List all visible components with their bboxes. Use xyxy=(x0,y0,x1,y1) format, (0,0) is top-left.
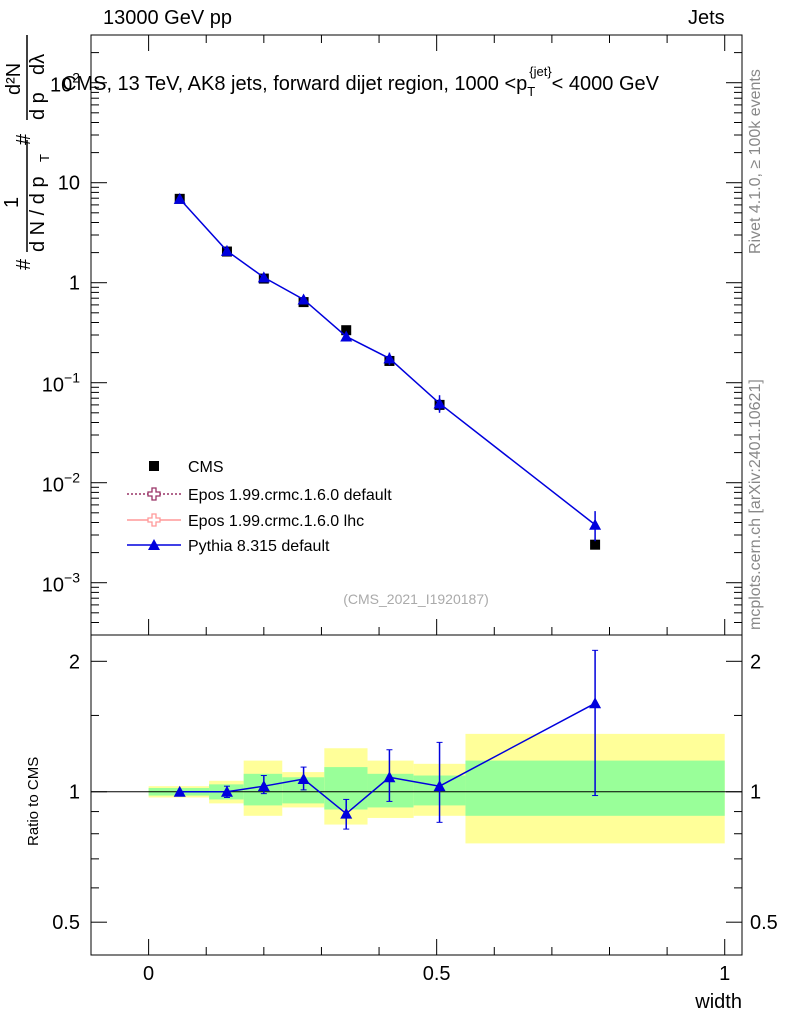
ratio-pythia-point xyxy=(173,785,186,797)
legend-label: Epos 1.99.crmc.1.6.0 lhc xyxy=(188,513,364,530)
y-tick-label: 1 xyxy=(69,273,80,295)
ratio-y-tick-label: 0.5 xyxy=(52,912,80,934)
y-tick-label: 10−2 xyxy=(42,470,80,497)
ratio-y-tick-label-right: 1 xyxy=(750,782,761,804)
title-part-a: CMS, 13 TeV, AK8 jets, forward dijet reg… xyxy=(62,73,527,95)
pythia-point xyxy=(383,352,396,364)
legend-label: Pythia 8.315 default xyxy=(188,538,330,555)
ratio-pythia-point xyxy=(257,780,270,792)
ylabel-hash1: # xyxy=(13,258,35,270)
y-tick-base: 10 xyxy=(42,575,64,597)
cms-point xyxy=(590,539,601,550)
ratio-pythia-point xyxy=(297,773,310,785)
ratio-frame xyxy=(90,634,743,956)
y-tick-label: 102 xyxy=(50,70,80,97)
legend-marker-epos xyxy=(147,487,161,501)
pythia-point xyxy=(220,244,233,256)
ratio-ylabel: Ratio to CMS xyxy=(25,757,42,846)
header-left: 13000 GeV pp xyxy=(103,7,232,29)
y-tick-label: 10 xyxy=(58,173,80,195)
x-axis-label: width xyxy=(694,991,742,1013)
ylabel-sub-T: T xyxy=(37,154,52,162)
title-part-b: < 4000 GeV xyxy=(552,73,660,95)
x-tick-label: 1 xyxy=(719,963,730,985)
y-tick-base: 10 xyxy=(42,375,64,397)
legend-label: CMS xyxy=(188,459,224,476)
legend-label: Epos 1.99.crmc.1.6.0 default xyxy=(188,487,392,504)
pythia-point xyxy=(297,293,310,305)
ratio-bands xyxy=(91,733,742,844)
title-sup: {jet} xyxy=(529,64,552,79)
pythia-point xyxy=(589,518,602,530)
pythia-point xyxy=(340,330,353,342)
y-tick-exp: −2 xyxy=(64,470,80,486)
ratio-pythia-point xyxy=(383,771,396,783)
ylabel-d2N: d²N xyxy=(3,63,25,95)
ratio-ticks: 0.5 0.5 1 1 2 2 0 0.5 1 xyxy=(52,651,778,985)
ylabel-dpT: d p xyxy=(27,92,49,120)
ratio-y-tick-label-right: 2 xyxy=(750,651,761,673)
ratio-y-tick-label-right: 0.5 xyxy=(750,912,778,934)
y-tick-base: 10 xyxy=(50,75,72,97)
ylabel-dlambda: dλ xyxy=(27,54,49,75)
ylabel-hash2: # xyxy=(13,133,35,145)
ratio-pythia-point xyxy=(433,780,446,792)
y-tick-label: 10−3 xyxy=(42,570,80,597)
pythia-point xyxy=(173,192,186,204)
watermark: (CMS_2021_I1920187) xyxy=(343,591,489,607)
y-tick-base: 10 xyxy=(42,475,64,497)
ratio-panel: 0.5 0.5 1 1 2 2 0 0.5 1 xyxy=(52,634,778,985)
cms-point xyxy=(341,325,352,336)
legend-marker-pythia xyxy=(148,539,160,550)
pythia-point xyxy=(257,271,270,283)
y-tick-exp: 2 xyxy=(72,70,80,86)
ylabel-one: 1 xyxy=(1,197,23,208)
title-sub: T xyxy=(527,84,535,99)
legend-marker-epos xyxy=(147,513,161,527)
header-right: Jets xyxy=(688,7,725,29)
x-tick-label: 0 xyxy=(143,963,154,985)
ylabel-dN: d N / d p xyxy=(27,176,49,252)
y-tick-exp: −3 xyxy=(64,570,80,586)
main-ylabel: # 1 d N / d p T # d²N d p dλ xyxy=(1,35,52,270)
ratio-y-tick-label: 1 xyxy=(69,782,80,804)
main-marks xyxy=(173,192,602,550)
ratio-marks xyxy=(173,649,602,830)
y-tick-exp: −1 xyxy=(64,370,80,386)
ratio-pythia-line xyxy=(179,702,596,815)
plot-title: CMS, 13 TeV, AK8 jets, forward dijet reg… xyxy=(62,64,660,99)
pythia-line xyxy=(179,198,596,526)
legend-marker-cms xyxy=(149,461,159,471)
ratio-pythia-point xyxy=(220,785,233,797)
ratio-pythia-point xyxy=(340,807,353,819)
ratio-y-tick-label: 2 xyxy=(69,651,80,673)
ratio-pythia-point xyxy=(589,697,602,709)
pythia-point xyxy=(433,397,446,409)
x-tick-label: 0.5 xyxy=(423,963,451,985)
legend: CMS Epos 1.99.crmc.1.6.0 default Epos 1.99… xyxy=(127,459,392,555)
y-tick-label: 10−1 xyxy=(42,370,80,397)
